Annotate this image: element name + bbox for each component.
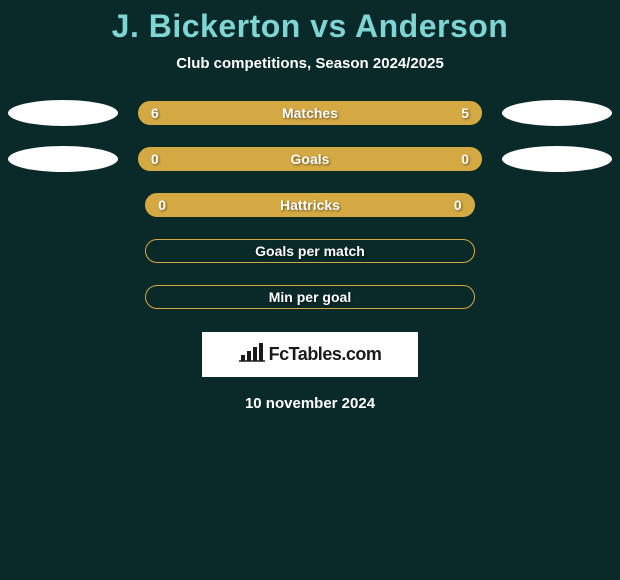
stat-label: Min per goal [269,289,351,305]
stat-label: Goals [291,151,330,167]
player-avatar-right [502,100,612,126]
page-title: J. Bickerton vs Anderson [0,8,620,45]
stat-row: 0 Hattricks 0 [0,192,620,218]
spacer [20,238,125,264]
stat-value-left: 0 [158,197,166,213]
date-label: 10 november 2024 [0,395,620,412]
page-subtitle: Club competitions, Season 2024/2025 [0,55,620,72]
spacer [20,284,125,310]
player-avatar-left [8,146,118,172]
comparison-container: J. Bickerton vs Anderson Club competitio… [0,0,620,412]
stat-label: Matches [282,105,338,121]
stat-row: 6 Matches 5 [0,100,620,126]
stat-value-left: 0 [151,151,159,167]
stat-value-right: 0 [461,151,469,167]
stat-bar-matches: 6 Matches 5 [138,101,482,125]
stat-label: Hattricks [280,197,340,213]
stat-row: Min per goal [0,284,620,310]
stat-bar-goals: 0 Goals 0 [138,147,482,171]
stat-value-right: 0 [454,197,462,213]
stat-bar-min-per-goal: Min per goal [145,285,474,309]
spacer [495,192,600,218]
player-avatar-left [8,100,118,126]
stats-list: 6 Matches 5 0 Goals 0 0 Hattricks 0 [0,100,620,310]
stat-value-right: 5 [461,105,469,121]
stat-bar-hattricks: 0 Hattricks 0 [145,193,474,217]
stat-bar-goals-per-match: Goals per match [145,239,474,263]
stat-row: 0 Goals 0 [0,146,620,172]
stat-label: Goals per match [255,243,365,259]
stat-row: Goals per match [0,238,620,264]
stat-value-left: 6 [151,105,159,121]
spacer [495,284,600,310]
chart-bars-icon [239,341,265,368]
logo-text: FcTables.com [269,344,382,365]
spacer [20,192,125,218]
player-avatar-right [502,146,612,172]
spacer [495,238,600,264]
logo-badge: FcTables.com [202,332,418,377]
